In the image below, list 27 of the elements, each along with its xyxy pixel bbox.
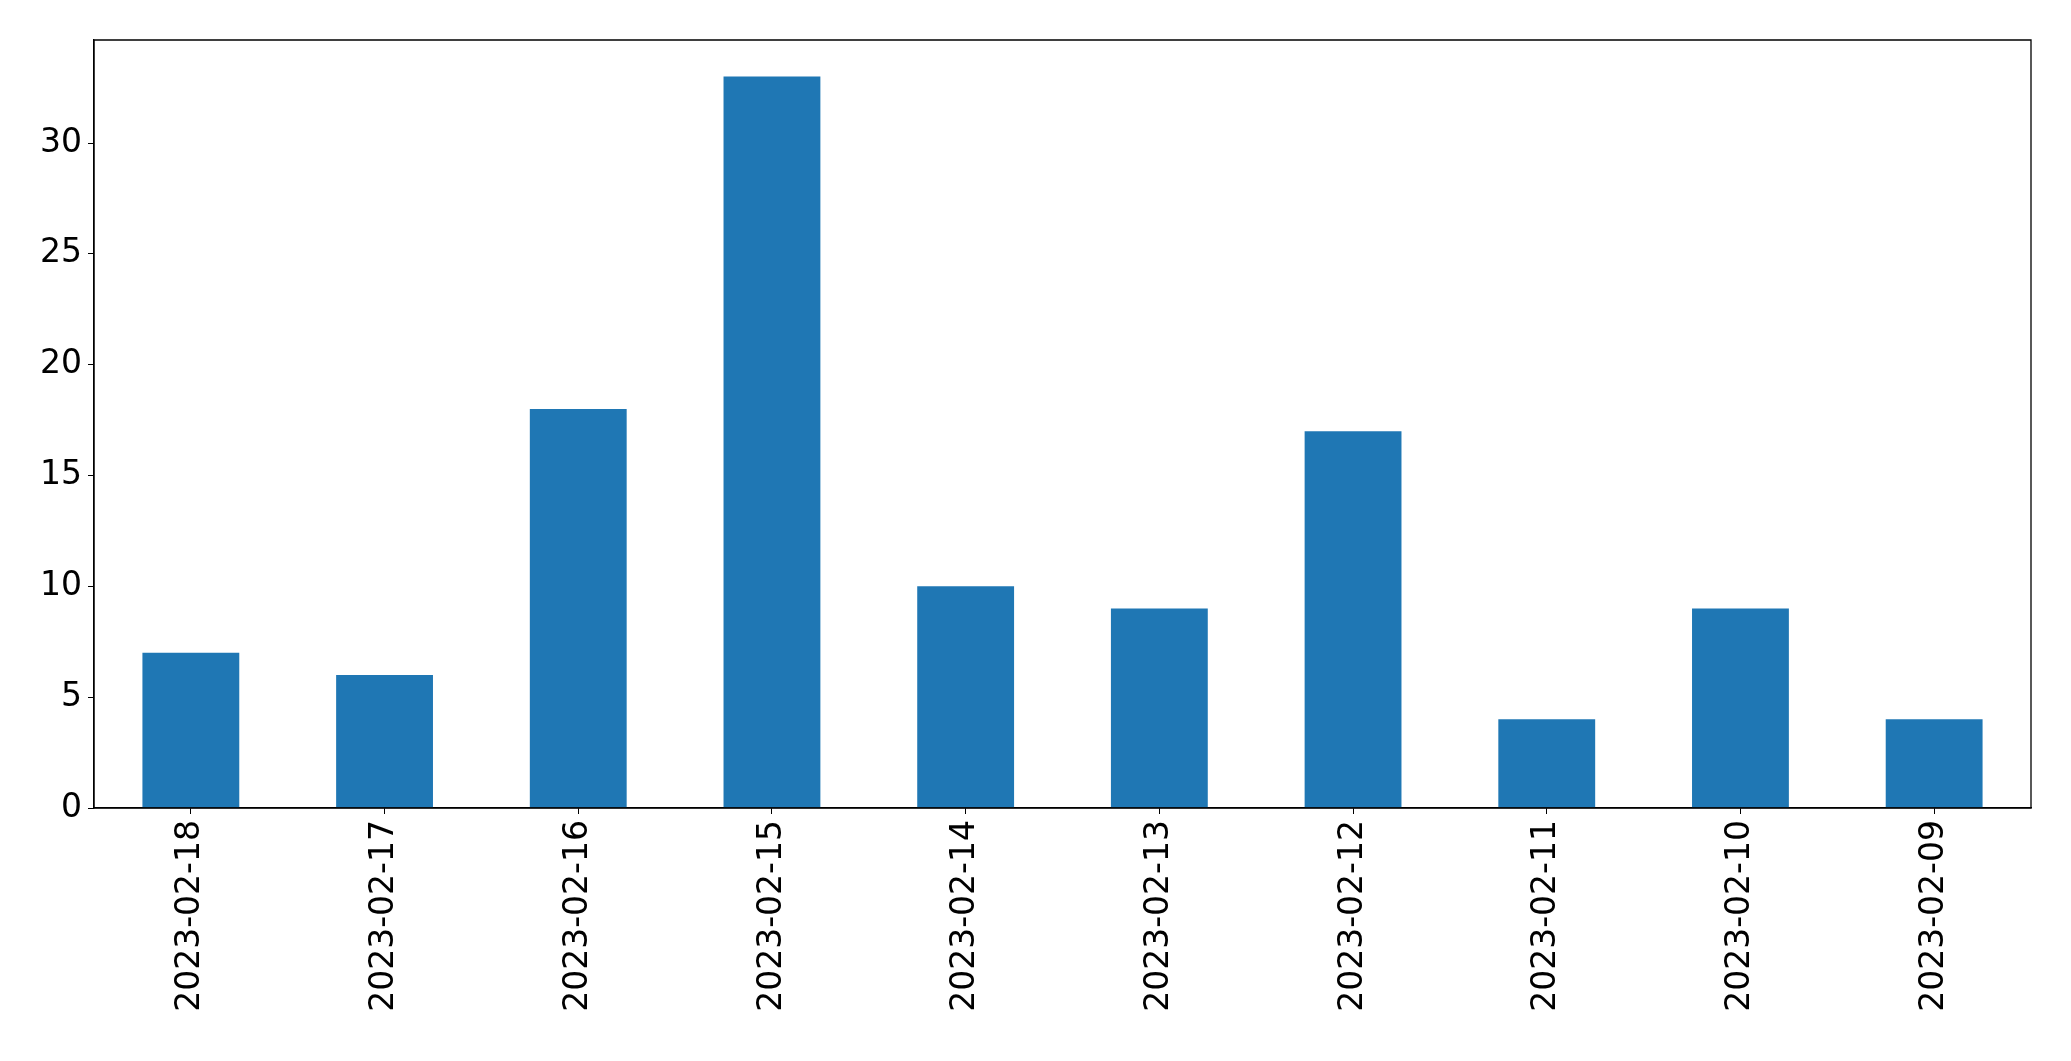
x-tick-label: 2023-02-16 <box>555 820 595 1012</box>
x-tick-label: 2023-02-10 <box>1718 820 1758 1012</box>
y-tick-label: 10 <box>40 563 82 603</box>
bar <box>917 586 1015 808</box>
y-tick-label: 25 <box>40 231 82 271</box>
x-tick-label: 2023-02-12 <box>1330 820 1370 1012</box>
x-tick-label: 2023-02-11 <box>1524 820 1564 1012</box>
y-tick-label: 30 <box>40 120 82 160</box>
y-tick-label: 20 <box>40 342 82 382</box>
y-tick-label: 5 <box>61 674 82 714</box>
bar <box>723 76 821 808</box>
bar <box>1692 608 1789 808</box>
bar <box>1885 719 1983 808</box>
bar <box>336 675 433 808</box>
bar <box>1498 719 1596 808</box>
bar <box>142 652 240 808</box>
x-tick-label: 2023-02-18 <box>168 820 208 1012</box>
bar <box>1110 608 1208 808</box>
y-tick-label: 0 <box>61 785 82 825</box>
y-tick-label: 15 <box>40 453 82 493</box>
x-tick-label: 2023-02-15 <box>749 820 789 1012</box>
x-tick-label: 2023-02-09 <box>1911 820 1951 1012</box>
bar <box>1304 431 1402 808</box>
x-tick-label: 2023-02-17 <box>362 820 402 1012</box>
x-tick-label: 2023-02-13 <box>1136 820 1176 1012</box>
x-tick-label: 2023-02-14 <box>943 820 983 1012</box>
bar <box>529 409 627 808</box>
